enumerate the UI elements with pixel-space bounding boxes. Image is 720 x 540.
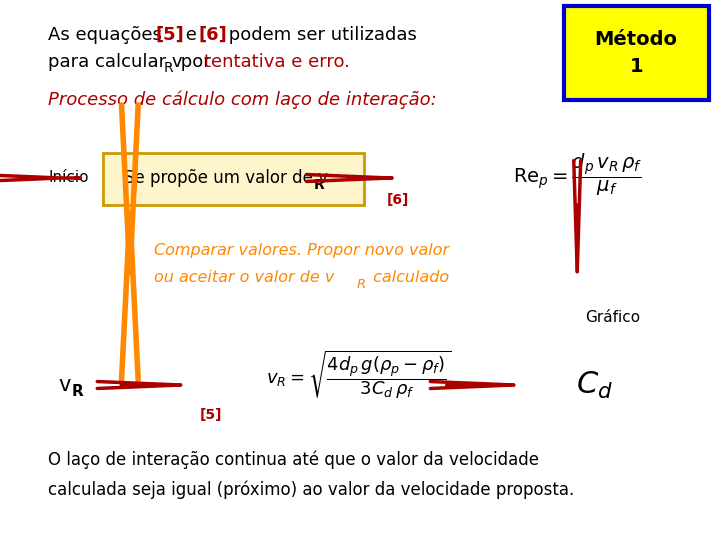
Text: R: R — [72, 384, 84, 400]
Text: R: R — [163, 61, 173, 75]
Text: [5]: [5] — [199, 408, 222, 422]
Text: Comparar valores. Propor novo valor: Comparar valores. Propor novo valor — [153, 242, 449, 258]
Text: Início: Início — [48, 171, 89, 186]
Text: $v_R = \sqrt{\dfrac{4d_p\,g(\rho_p - \rho_f)}{3C_d\,\rho_f}}$: $v_R = \sqrt{\dfrac{4d_p\,g(\rho_p - \rh… — [266, 348, 451, 402]
Text: Processo de cálculo com laço de interação:: Processo de cálculo com laço de interaçã… — [48, 91, 437, 109]
Text: para calcular v: para calcular v — [48, 53, 182, 71]
Text: As equações: As equações — [48, 26, 168, 44]
Text: [6]: [6] — [387, 193, 410, 207]
Text: tentativa e erro.: tentativa e erro. — [204, 53, 350, 71]
Text: $C_d$: $C_d$ — [576, 369, 613, 401]
Text: ou aceitar o valor de v: ou aceitar o valor de v — [153, 271, 334, 286]
Text: [6]: [6] — [199, 26, 227, 44]
FancyBboxPatch shape — [564, 6, 708, 100]
Text: R: R — [356, 279, 366, 292]
Text: Gráfico: Gráfico — [585, 310, 640, 326]
Text: v: v — [58, 375, 71, 395]
Text: [5]: [5] — [156, 26, 184, 44]
Text: O laço de interação continua até que o valor da velocidade: O laço de interação continua até que o v… — [48, 451, 539, 469]
Text: $\mathrm{Re}_p = \dfrac{d_p\,v_R\,\rho_f}{\mu_f}$: $\mathrm{Re}_p = \dfrac{d_p\,v_R\,\rho_f… — [513, 152, 642, 198]
Text: calculado: calculado — [368, 271, 449, 286]
Text: calculada seja igual (próximo) ao valor da velocidade proposta.: calculada seja igual (próximo) ao valor … — [48, 481, 575, 500]
Text: por: por — [174, 53, 216, 71]
FancyBboxPatch shape — [103, 153, 364, 205]
Text: R: R — [314, 178, 324, 192]
Text: e: e — [180, 26, 203, 44]
Text: Método
1: Método 1 — [595, 30, 678, 76]
Text: podem ser utilizadas: podem ser utilizadas — [223, 26, 417, 44]
Text: Se propõe um valor de v: Se propõe um valor de v — [124, 169, 328, 187]
